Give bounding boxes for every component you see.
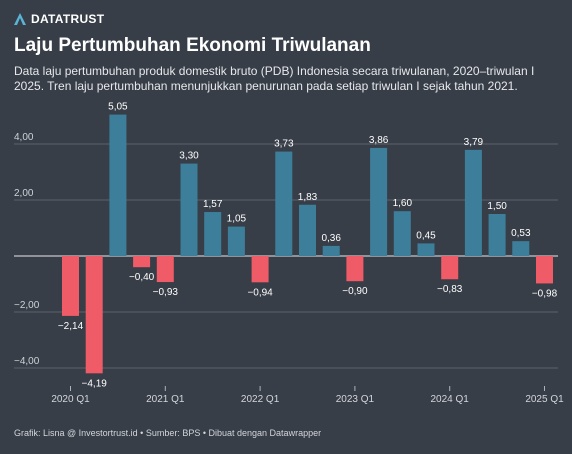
data-label: 0,45 <box>416 230 436 241</box>
data-label: −0,98 <box>532 288 558 299</box>
bar <box>62 256 79 316</box>
data-label: 1,50 <box>487 201 507 212</box>
footer-credit: Grafik: Lisna @ Investortrust.id • Sumbe… <box>14 428 322 438</box>
bar <box>417 243 435 256</box>
x-tick-label: 2025 Q1 <box>525 394 564 405</box>
bar <box>536 256 553 284</box>
bar <box>346 256 364 282</box>
y-tick-label: 2,00 <box>14 188 34 199</box>
data-label: 3,79 <box>464 137 484 148</box>
bar <box>464 149 482 256</box>
brand: DATATRUST <box>14 12 104 26</box>
bar <box>180 163 198 256</box>
data-label: 1,57 <box>203 199 223 210</box>
bar <box>275 151 293 256</box>
data-label: −0,40 <box>129 272 155 283</box>
y-tick-label: −2,00 <box>14 300 40 311</box>
x-tick-label: 2024 Q1 <box>431 394 470 405</box>
x-tick-label: 2023 Q1 <box>336 394 375 405</box>
bar <box>204 212 222 256</box>
bar <box>299 204 316 256</box>
data-label: −0,94 <box>247 287 273 298</box>
bar <box>488 214 506 256</box>
bar <box>393 211 411 256</box>
data-label: −4,19 <box>82 378 108 389</box>
bar <box>156 256 174 283</box>
bar <box>441 256 459 280</box>
data-label: 5,05 <box>108 102 128 113</box>
x-tick-label: 2021 Q1 <box>146 394 185 405</box>
data-label: −0,83 <box>437 284 463 295</box>
data-label: −0,90 <box>342 286 368 297</box>
y-tick-label: 4,00 <box>14 132 34 143</box>
bar <box>85 256 103 374</box>
data-label: 3,30 <box>179 151 199 162</box>
y-tick-label: −4,00 <box>14 356 40 367</box>
bar <box>133 256 151 268</box>
bar <box>251 256 269 283</box>
x-tick-label: 2020 Q1 <box>51 394 90 405</box>
chart-subtitle: Data laju pertumbuhan produk domestik br… <box>14 64 535 93</box>
data-label: −0,93 <box>153 287 179 298</box>
bar <box>227 226 245 256</box>
brand-name: DATATRUST <box>31 12 105 26</box>
data-label: 0,53 <box>511 228 531 239</box>
data-label: 1,60 <box>393 198 413 209</box>
x-tick-label: 2022 Q1 <box>241 394 280 405</box>
bar <box>322 245 340 256</box>
chart-title: Laju Pertumbuhan Ekonomi Triwulanan <box>14 35 371 56</box>
data-label: 1,83 <box>298 192 318 203</box>
bar <box>370 147 388 256</box>
bar <box>512 241 530 256</box>
data-label: 3,73 <box>274 139 294 150</box>
brand-logo-icon <box>14 13 26 25</box>
data-label: 3,86 <box>369 135 389 146</box>
bar <box>109 114 127 256</box>
data-label: 1,05 <box>227 214 247 225</box>
data-label: 0,36 <box>321 233 341 244</box>
data-label: −2,14 <box>58 321 84 332</box>
